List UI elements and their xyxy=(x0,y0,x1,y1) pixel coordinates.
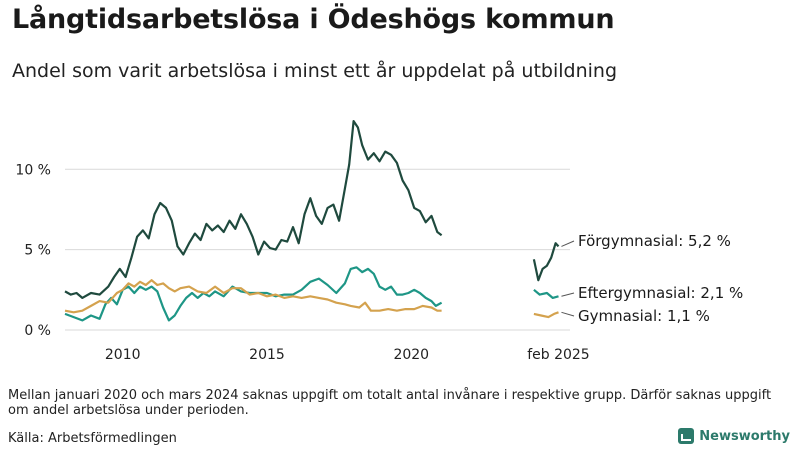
series-line-förgymnasial xyxy=(64,120,443,299)
x-tick-label: feb 2025 xyxy=(527,347,590,363)
series-end-label: Gymnasial: 1,1 % xyxy=(578,307,710,325)
chart-grid xyxy=(65,168,570,331)
series-line-eftergymnasial xyxy=(64,266,443,322)
chart-title: Långtidsarbetslösa i Ödeshögs kommun xyxy=(12,4,615,35)
series-end-labels: Förgymnasial: 5,2 % Eftergymnasial: 2,1 %… xyxy=(561,232,743,325)
x-tick-label: 2010 xyxy=(105,347,141,363)
chart-subtitle: Andel som varit arbetslösa i minst ett å… xyxy=(12,60,618,82)
chart-footnote: Mellan januari 2020 och mars 2024 saknas… xyxy=(8,388,772,418)
x-tick-label: 2015 xyxy=(249,347,285,363)
y-tick-label: 0 % xyxy=(24,323,51,339)
label-leader-line xyxy=(561,311,575,317)
chart-series xyxy=(64,120,560,322)
series-line-gymnasial xyxy=(64,279,442,314)
label-leader-line xyxy=(561,292,575,297)
y-tick-label: 5 % xyxy=(24,243,51,259)
series-line-gymnasial xyxy=(533,311,559,319)
brand-logo: Newsworthy xyxy=(678,428,790,444)
y-axis-ticks: 0 % 5 % 10 % xyxy=(15,162,51,339)
series-line-förgymnasial xyxy=(532,242,560,282)
y-tick-label: 10 % xyxy=(15,162,51,178)
series-end-label: Förgymnasial: 5,2 % xyxy=(578,232,731,250)
brand-name: Newsworthy xyxy=(699,428,790,444)
x-axis-ticks: 2010 2015 2020 feb 2025 xyxy=(105,347,590,363)
label-leader-line xyxy=(561,240,575,247)
x-tick-label: 2020 xyxy=(393,347,429,363)
series-end-label: Eftergymnasial: 2,1 % xyxy=(578,284,743,302)
line-chart: 0 % 5 % 10 % 2010 2015 2020 feb 2025 Förgymna… xyxy=(15,120,743,363)
bar-chart-icon xyxy=(678,428,695,444)
chart-source: Källa: Arbetsförmedlingen xyxy=(8,431,177,446)
series-line-eftergymnasial xyxy=(533,288,559,299)
